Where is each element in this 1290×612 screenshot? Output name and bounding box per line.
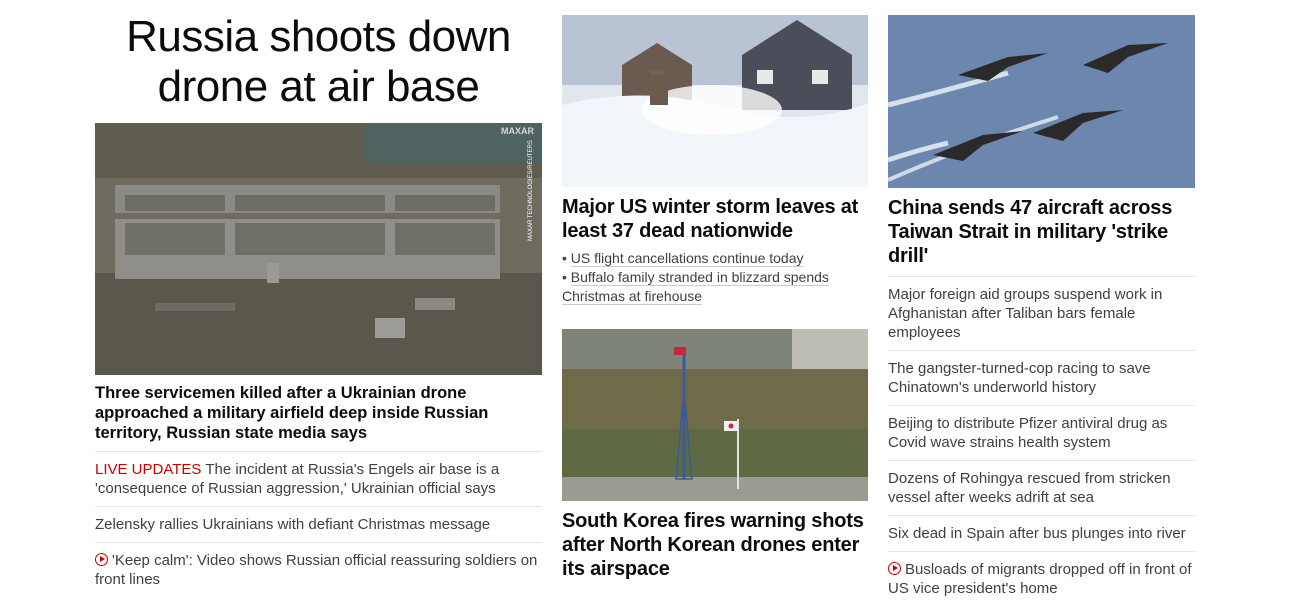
list-item[interactable]: Dozens of Rohingya rescued from stricken…	[888, 460, 1195, 515]
list-item[interactable]: Busloads of migrants dropped off in fron…	[888, 551, 1195, 606]
list-item[interactable]: Major foreign aid groups suspend work in…	[888, 276, 1195, 350]
list-item[interactable]: Beijing to distribute Pfizer antiviral d…	[888, 405, 1195, 460]
china-headline[interactable]: China sends 47 aircraft across Taiwan St…	[888, 197, 1173, 267]
play-video-icon	[95, 553, 108, 566]
right-column: China sends 47 aircraft across Taiwan St…	[888, 0, 1195, 606]
china-related-list: Major foreign aid groups suspend work in…	[888, 276, 1195, 606]
hero-headline[interactable]: Three servicemen killed after a Ukrainia…	[95, 384, 489, 442]
image-watermark: MAXAR	[501, 126, 534, 136]
list-item[interactable]: Zelensky rallies Ukrainians with defiant…	[95, 506, 542, 542]
list-item[interactable]: The gangster-turned-cop racing to save C…	[888, 350, 1195, 405]
hero-column: Russia shoots down drone at air base MAX…	[95, 0, 542, 597]
list-item[interactable]: • Buffalo family stranded in blizzard sp…	[562, 269, 829, 305]
list-item[interactable]: • US flight cancellations continue today	[562, 250, 804, 267]
snowstorm-photo[interactable]	[562, 15, 868, 187]
korea-headline[interactable]: South Korea fires warning shots after No…	[562, 510, 864, 580]
list-item[interactable]: Six dead in Spain after bus plunges into…	[888, 515, 1195, 551]
hero-title[interactable]: Russia shoots down drone at air base	[126, 12, 511, 111]
fighter-jets-photo[interactable]	[888, 15, 1195, 188]
middle-column: Major US winter storm leaves at least 37…	[562, 0, 868, 581]
photo-credit: MAXAR TECHNOLOGIES/REUTERS	[528, 140, 534, 241]
satellite-airfield-image[interactable]: MAXAR MAXAR TECHNOLOGIES/REUTERS	[95, 123, 542, 375]
list-item[interactable]: 'Keep calm': Video shows Russian officia…	[95, 542, 542, 597]
storm-bullet-list: • US flight cancellations continue today…	[562, 249, 868, 306]
korea-border-photo[interactable]	[562, 329, 868, 501]
storm-headline[interactable]: Major US winter storm leaves at least 37…	[562, 196, 859, 242]
live-updates-badge: LIVE UPDATES	[95, 461, 202, 478]
list-item[interactable]: LIVE UPDATES The incident at Russia's En…	[95, 451, 542, 506]
hero-related-list: LIVE UPDATES The incident at Russia's En…	[95, 451, 542, 597]
play-video-icon	[888, 562, 901, 575]
